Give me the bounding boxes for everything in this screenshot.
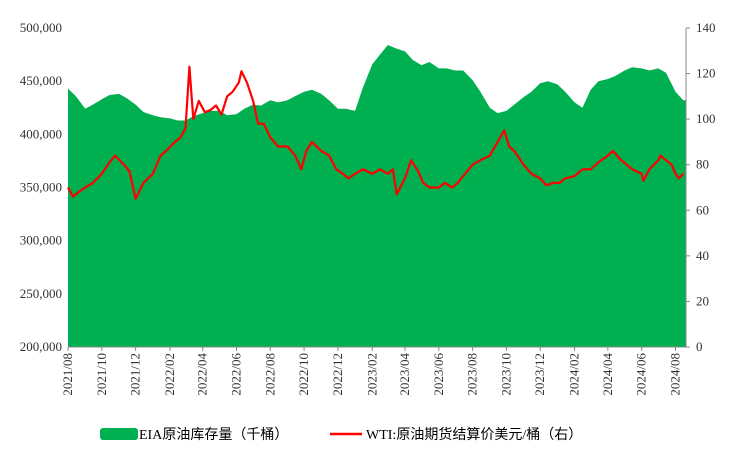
right-y-tick-label: 140	[696, 20, 716, 35]
right-y-tick-label: 60	[696, 202, 709, 217]
left-y-tick-label: 400,000	[20, 126, 62, 141]
left-y-tick-label: 450,000	[20, 73, 62, 88]
x-tick-label: 2022/12	[330, 353, 345, 396]
x-tick-label: 2023/04	[397, 353, 412, 396]
x-tick-label: 2024/04	[600, 352, 615, 395]
x-tick-label: 2024/06	[634, 353, 649, 396]
left-y-tick-label: 500,000	[20, 20, 62, 35]
right-y-tick-label: 40	[696, 248, 709, 263]
x-tick-label: 2023/12	[532, 353, 547, 396]
left-y-tick-label: 350,000	[20, 180, 62, 195]
left-y-tick-label: 200,000	[20, 339, 62, 354]
x-tick-label: 2023/06	[431, 353, 446, 396]
eia-inventory-area	[68, 45, 686, 347]
right-y-tick-label: 100	[696, 111, 716, 126]
x-tick-label: 2021/08	[60, 353, 75, 396]
wti-price-line	[67, 65, 684, 200]
x-tick-label: 2022/08	[262, 353, 277, 396]
x-tick-label: 2023/10	[498, 353, 513, 396]
line-series-layer	[67, 65, 684, 200]
x-tick-label: 2023/02	[364, 353, 379, 396]
legend: EIA原油库存量（千桶） WTI:原油期货结算价美元/桶（右）	[100, 426, 582, 443]
area-series-layer	[68, 45, 686, 347]
x-tick-label: 2024/02	[567, 353, 582, 396]
x-tick-label: 2022/04	[195, 353, 210, 396]
left-y-tick-label: 300,000	[20, 233, 62, 248]
x-tick-label: 2023/08	[465, 353, 480, 396]
left-y-tick-label: 250,000	[20, 286, 62, 301]
x-tick-label: 2021/12	[128, 353, 143, 396]
axes-layer: 200,000 250,000 300,000 350,000 400,000 450,0…	[20, 20, 716, 396]
legend-swatch-area	[100, 428, 138, 440]
x-tick-label: 2021/10	[94, 353, 109, 396]
x-tick-label: 2022/02	[162, 353, 177, 396]
right-y-tick-label: 20	[696, 293, 709, 308]
x-tick-label: 2022/10	[296, 353, 311, 396]
right-y-tick-label: 80	[696, 157, 709, 172]
legend-label-area: EIA原油库存量（千桶）	[139, 427, 288, 443]
right-y-tick-label: 120	[696, 66, 716, 81]
x-tick-label: 2022/06	[229, 353, 244, 396]
legend-label-line: WTI:原油期货结算价美元/桶（右）	[366, 426, 582, 443]
x-tick-label: 2024/08	[668, 353, 683, 396]
right-y-tick-label: 0	[696, 339, 703, 354]
